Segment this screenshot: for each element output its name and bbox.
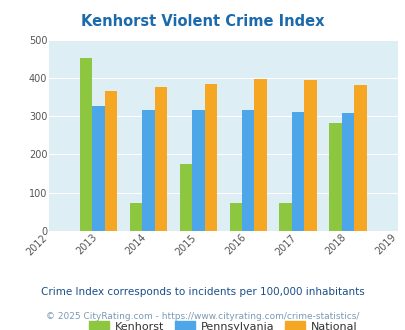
Bar — [328, 123, 341, 231]
Text: Crime Index corresponds to incidents per 100,000 inhabitants: Crime Index corresponds to incidents per… — [41, 287, 364, 297]
Bar — [80, 58, 92, 231]
Bar — [304, 80, 316, 231]
Bar — [192, 111, 204, 231]
Bar — [92, 106, 104, 231]
Bar — [279, 203, 291, 231]
Text: © 2025 CityRating.com - https://www.cityrating.com/crime-statistics/: © 2025 CityRating.com - https://www.city… — [46, 312, 359, 321]
Legend: Kenhorst, Pennsylvania, National: Kenhorst, Pennsylvania, National — [84, 317, 361, 330]
Bar — [204, 84, 217, 231]
Bar — [104, 90, 117, 231]
Text: Kenhorst Violent Crime Index: Kenhorst Violent Crime Index — [81, 14, 324, 29]
Bar — [341, 114, 354, 231]
Bar — [354, 85, 366, 231]
Bar — [229, 203, 241, 231]
Bar — [291, 112, 304, 231]
Bar — [179, 164, 192, 231]
Bar — [130, 203, 142, 231]
Bar — [254, 79, 266, 231]
Bar — [154, 87, 167, 231]
Bar — [142, 111, 154, 231]
Bar — [241, 111, 254, 231]
